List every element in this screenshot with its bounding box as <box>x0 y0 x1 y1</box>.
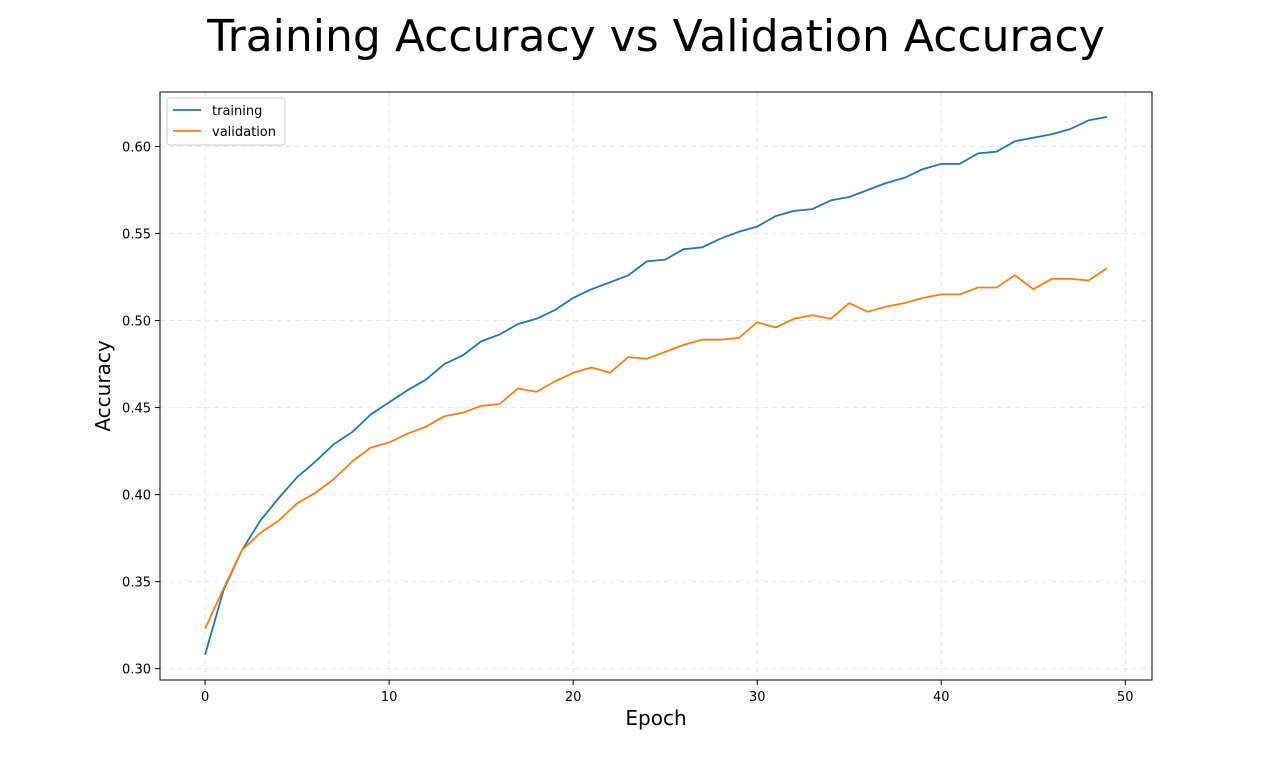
legend: training validation <box>166 97 286 146</box>
chart-title: Training Accuracy vs Validation Accuracy <box>206 11 1105 62</box>
plot-frame <box>159 91 1153 681</box>
x-tick-label: 30 <box>749 690 766 705</box>
y-axis-label: Accuracy <box>91 340 115 431</box>
y-axis-ticks: 0.30 0.35 0.40 0.45 0.50 0.55 0.60 <box>122 140 160 678</box>
y-tick-label: 0.55 <box>122 228 151 243</box>
y-tick-label: 0.45 <box>122 402 151 417</box>
x-axis-ticks: 0 10 20 30 40 50 <box>201 680 1134 705</box>
series-line-validation <box>204 267 1108 630</box>
y-tick-label: 0.40 <box>122 489 151 504</box>
grid <box>160 92 1152 680</box>
y-tick-label: 0.60 <box>122 140 151 155</box>
series-line-training <box>204 116 1108 656</box>
x-tick-label: 20 <box>565 690 582 705</box>
series-lines <box>204 116 1108 656</box>
x-tick-label: 40 <box>933 690 950 705</box>
y-tick-label: 0.35 <box>122 576 151 591</box>
x-axis-label: Epoch <box>625 706 686 730</box>
x-tick-label: 10 <box>381 690 398 705</box>
x-tick-label: 50 <box>1117 690 1134 705</box>
legend-label-validation: validation <box>212 125 276 140</box>
y-tick-label: 0.30 <box>122 663 151 678</box>
x-tick-label: 0 <box>201 690 209 705</box>
legend-label-training: training <box>212 104 262 119</box>
y-tick-label: 0.50 <box>122 315 151 330</box>
